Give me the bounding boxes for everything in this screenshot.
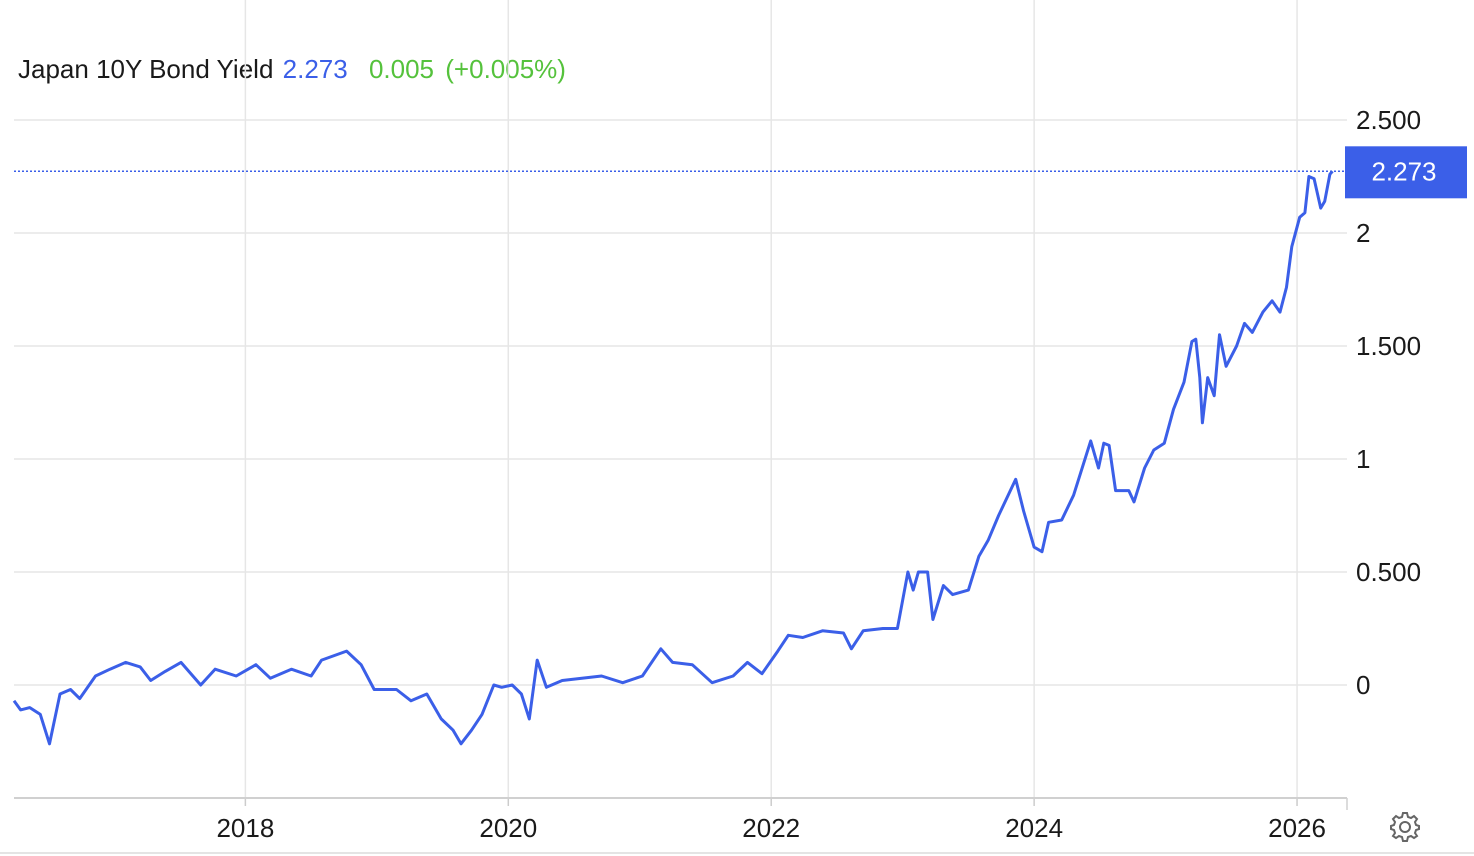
y-tick-label: 1.500 [1356, 331, 1421, 361]
chart-title: Japan 10Y Bond Yield [18, 54, 273, 84]
last-value-label: 2.273 [1371, 156, 1436, 186]
y-tick-label: 0.500 [1356, 557, 1421, 587]
header: Japan 10Y Bond Yield 2.273 0.005 (+0.005… [18, 54, 566, 84]
last-value: 2.273 [283, 54, 348, 84]
settings-icon[interactable] [1390, 812, 1420, 842]
x-tick-label: 2026 [1268, 813, 1326, 843]
y-tick-label: 2 [1356, 218, 1370, 248]
y-tick-label: 0 [1356, 670, 1370, 700]
line [12, 170, 1334, 746]
x-tick-label: 2022 [742, 813, 800, 843]
y-tick-label: 2.500 [1356, 105, 1421, 135]
x-tick-label: 2018 [216, 813, 274, 843]
y-tick-label: 1 [1356, 444, 1370, 474]
last-value-box [1345, 146, 1467, 199]
x-tick-label: 2024 [1005, 813, 1063, 843]
change-percent: (+0.005%) [445, 54, 566, 84]
x-tick-label: 2020 [479, 813, 537, 843]
change: 0.005 [369, 54, 434, 84]
